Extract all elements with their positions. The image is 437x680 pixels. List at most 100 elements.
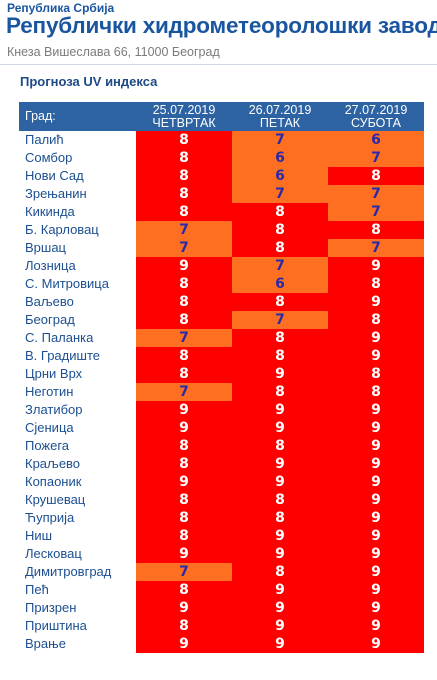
uv-index-cell: 8 (232, 347, 328, 365)
uv-index-cell: 9 (328, 527, 424, 545)
uv-index-cell: 9 (328, 473, 424, 491)
city-name: Б. Карловац (19, 221, 136, 239)
table-row: Врање 9 9 9 (19, 635, 424, 653)
uv-index-cell: 8 (136, 203, 232, 221)
uv-index-cell: 7 (328, 149, 424, 167)
city-column-header: Град: (19, 102, 136, 131)
uv-index-cell: 8 (136, 293, 232, 311)
city-name: Лозница (19, 257, 136, 275)
city-name: С. Митровица (19, 275, 136, 293)
uv-index-cell: 8 (136, 581, 232, 599)
uv-index-cell: 8 (328, 167, 424, 185)
city-name: Неготин (19, 383, 136, 401)
table-row: Неготин 7 8 8 (19, 383, 424, 401)
uv-index-cell: 8 (136, 167, 232, 185)
city-name: Златибор (19, 401, 136, 419)
table-row: Копаоник 9 9 9 (19, 473, 424, 491)
city-name: Сјеница (19, 419, 136, 437)
uv-index-cell: 9 (328, 455, 424, 473)
uv-index-cell: 9 (328, 617, 424, 635)
section-title: Прогноза UV индекса (20, 74, 158, 89)
uv-index-cell: 8 (328, 221, 424, 239)
uv-index-cell: 9 (232, 527, 328, 545)
uv-index-cell: 7 (232, 257, 328, 275)
uv-index-cell: 8 (136, 437, 232, 455)
header-divider (0, 64, 437, 65)
table-row: Нови Сад 8 6 8 (19, 167, 424, 185)
uv-index-cell: 8 (232, 221, 328, 239)
uv-index-cell: 6 (232, 149, 328, 167)
uv-index-cell: 8 (232, 437, 328, 455)
uv-index-cell: 9 (328, 437, 424, 455)
uv-index-cell: 8 (232, 203, 328, 221)
city-name: Лесковац (19, 545, 136, 563)
uv-index-cell: 6 (232, 275, 328, 293)
uv-index-cell: 8 (328, 383, 424, 401)
uv-index-cell: 9 (232, 545, 328, 563)
table-row: Крушевац 8 8 9 (19, 491, 424, 509)
city-name: Сомбор (19, 149, 136, 167)
republic-label: Република Србија (7, 1, 115, 15)
uv-index-cell: 8 (232, 491, 328, 509)
uv-index-cell: 9 (136, 257, 232, 275)
day-date: 25.07.2019 (152, 102, 216, 117)
uv-index-cell: 8 (232, 293, 328, 311)
table-row: Лозница 9 7 9 (19, 257, 424, 275)
uv-index-cell: 9 (232, 401, 328, 419)
uv-index-cell: 7 (136, 329, 232, 347)
day-column-header: 26.07.2019 ПЕТАК (232, 102, 328, 131)
uv-index-cell: 8 (136, 347, 232, 365)
table-row: Приштина 8 9 9 (19, 617, 424, 635)
table-row: Пожега 8 8 9 (19, 437, 424, 455)
uv-index-cell: 8 (136, 275, 232, 293)
uv-index-cell: 8 (136, 455, 232, 473)
uv-index-cell: 7 (232, 185, 328, 203)
uv-index-cell: 9 (136, 635, 232, 653)
uv-index-cell: 9 (136, 419, 232, 437)
table-row: Кикинда 8 8 7 (19, 203, 424, 221)
city-name: Палић (19, 131, 136, 149)
city-name: Београд (19, 311, 136, 329)
table-row: Палић 8 7 6 (19, 131, 424, 149)
table-row: Пећ 8 9 9 (19, 581, 424, 599)
uv-index-cell: 6 (328, 131, 424, 149)
uv-index-cell: 7 (232, 131, 328, 149)
uv-index-cell: 9 (232, 617, 328, 635)
city-name: Вршац (19, 239, 136, 257)
uv-index-cell: 9 (232, 581, 328, 599)
city-name: Крушевац (19, 491, 136, 509)
city-name: Зрењанин (19, 185, 136, 203)
table-row: Ваљево 8 8 9 (19, 293, 424, 311)
uv-index-cell: 8 (136, 185, 232, 203)
table-row: Лесковац 9 9 9 (19, 545, 424, 563)
uv-index-cell: 9 (232, 473, 328, 491)
uv-index-cell: 9 (136, 473, 232, 491)
city-name: С. Паланка (19, 329, 136, 347)
table-row: Димитровград 7 8 9 (19, 563, 424, 581)
uv-index-cell: 8 (136, 527, 232, 545)
day-date: 26.07.2019 (248, 102, 312, 117)
uv-index-cell: 7 (328, 185, 424, 203)
uv-index-cell: 9 (136, 599, 232, 617)
uv-index-cell: 9 (328, 635, 424, 653)
uv-index-cell: 7 (232, 311, 328, 329)
page-header: Република Србија Републички хидрометеоро… (0, 0, 437, 66)
day-weekday: ПЕТАК (259, 115, 301, 130)
uv-index-cell: 9 (232, 419, 328, 437)
city-name: Кикинда (19, 203, 136, 221)
city-name: Пећ (19, 581, 136, 599)
city-name: Призрен (19, 599, 136, 617)
uv-index-cell: 7 (136, 383, 232, 401)
city-name: Пожега (19, 437, 136, 455)
uv-index-cell: 7 (136, 221, 232, 239)
city-name: Црни Врх (19, 365, 136, 383)
table-row: Зрењанин 8 7 7 (19, 185, 424, 203)
uv-index-cell: 9 (328, 419, 424, 437)
uv-index-cell: 9 (232, 635, 328, 653)
uv-index-cell: 9 (328, 347, 424, 365)
uv-index-cell: 8 (136, 509, 232, 527)
uv-index-cell: 9 (328, 563, 424, 581)
uv-index-cell: 9 (232, 365, 328, 383)
table-row: Златибор 9 9 9 (19, 401, 424, 419)
table-row: С. Митровица 8 6 8 (19, 275, 424, 293)
